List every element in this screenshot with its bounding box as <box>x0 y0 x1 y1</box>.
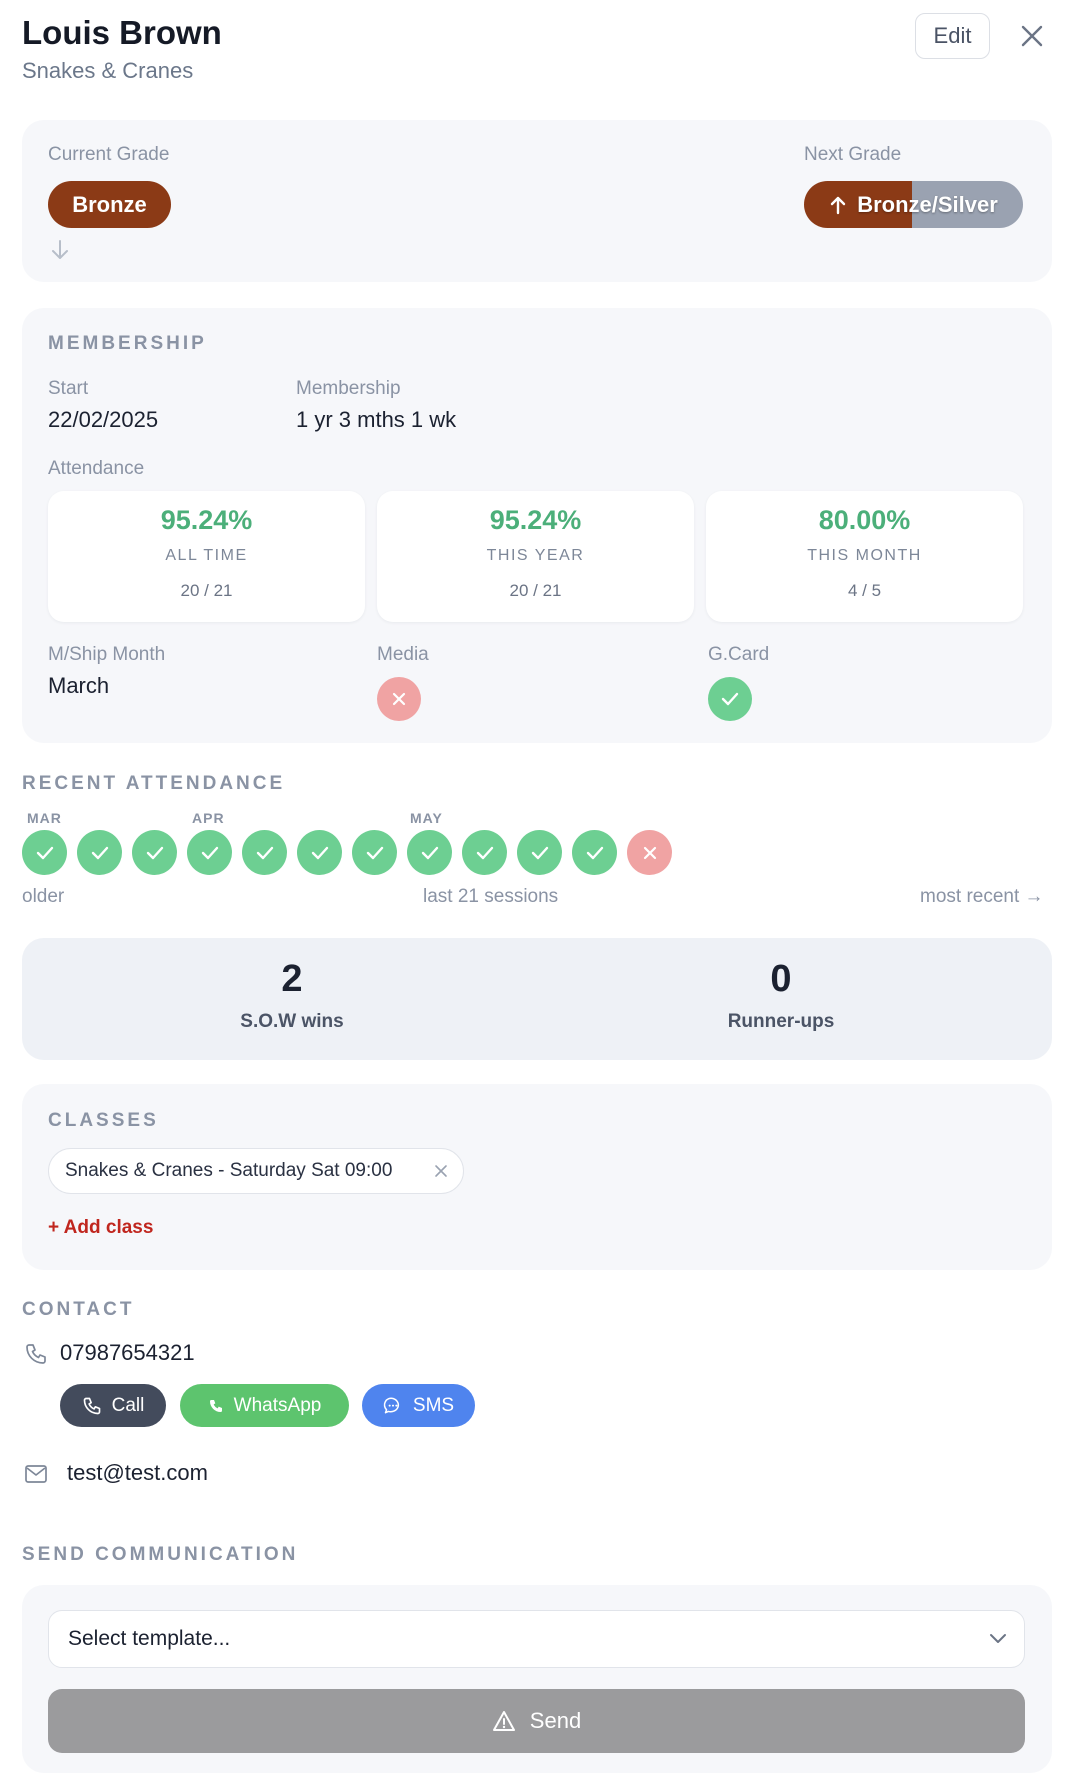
edit-button[interactable]: Edit <box>915 13 990 59</box>
x-icon <box>392 692 406 706</box>
class-chip: Snakes & Cranes - Saturday Sat 09:00 <box>48 1148 464 1194</box>
session-dot-present <box>77 830 122 875</box>
close-icon <box>1021 25 1043 47</box>
attendance-fraction: 20 / 21 <box>180 581 233 600</box>
media-status-toggle[interactable] <box>377 677 421 721</box>
arrow-down-icon <box>52 240 68 259</box>
session-dot-present <box>242 830 287 875</box>
current-grade-badge: Bronze <box>48 181 171 228</box>
membership-length-value: 1 yr 3 mths 1 wk <box>296 407 457 432</box>
member-subtitle: Snakes & Cranes <box>22 58 194 83</box>
warning-icon <box>492 1711 515 1731</box>
add-class-link[interactable]: + Add class <box>48 1217 154 1238</box>
sow-wins-label: S.O.W wins <box>240 1011 344 1032</box>
sms-label: SMS <box>412 1394 455 1416</box>
remove-class-icon[interactable] <box>433 1163 449 1179</box>
attendance-label: Attendance <box>48 458 145 479</box>
send-communication-title: SEND COMMUNICATION <box>22 1544 299 1565</box>
runnerups-label: Runner-ups <box>727 1011 835 1032</box>
whatsapp-icon <box>209 1399 222 1412</box>
attendance-this-month: 80.00% THIS MONTH 4 / 5 <box>706 491 1023 622</box>
classes-title: CLASSES <box>48 1110 159 1131</box>
session-dot-present <box>297 830 342 875</box>
gcard-status-toggle[interactable] <box>708 677 752 721</box>
whatsapp-label: WhatsApp <box>233 1394 322 1416</box>
start-value: 22/02/2025 <box>48 407 159 432</box>
month-label: APR <box>192 810 225 826</box>
mail-icon <box>25 1465 47 1483</box>
member-name: Louis Brown <box>22 14 222 51</box>
runnerups-value: 0 <box>770 958 792 1000</box>
attendance-pct: 95.24% <box>160 505 253 535</box>
sms-button[interactable]: SMS <box>362 1384 475 1427</box>
current-grade-label: Current Grade <box>48 144 170 165</box>
email-address: test@test.com <box>67 1460 208 1485</box>
membership-length-label: Membership <box>296 378 401 399</box>
mship-month-label: M/Ship Month <box>48 644 166 665</box>
media-label: Media <box>377 644 429 665</box>
call-button[interactable]: Call <box>60 1384 166 1427</box>
gcard-label: G.Card <box>708 644 770 665</box>
session-dot-present <box>187 830 232 875</box>
attendance-period: THIS YEAR <box>486 547 585 564</box>
arrow-up-icon <box>830 196 846 214</box>
session-dot-present <box>407 830 452 875</box>
next-grade-button[interactable]: Bronze/Silver <box>804 181 1023 228</box>
attendance-fraction: 4 / 5 <box>847 581 882 600</box>
attendance-pct: 95.24% <box>489 505 582 535</box>
sow-wins-value: 2 <box>281 958 303 1000</box>
demote-arrow[interactable] <box>49 238 71 262</box>
session-dot-present <box>352 830 397 875</box>
session-dot-present <box>462 830 507 875</box>
membership-title: MEMBERSHIP <box>48 333 207 354</box>
phone-number: 07987654321 <box>60 1340 195 1365</box>
template-select[interactable]: Select template... <box>48 1610 1025 1668</box>
sow-card <box>22 938 1052 1060</box>
session-dot-present <box>22 830 67 875</box>
session-dot-present <box>132 830 177 875</box>
attendance-period: THIS MONTH <box>807 547 922 564</box>
attendance-this-year: 95.24% THIS YEAR 20 / 21 <box>377 491 694 622</box>
call-label: Call <box>111 1394 145 1416</box>
start-label: Start <box>48 378 89 399</box>
attendance-pct: 80.00% <box>818 505 911 535</box>
phone-icon <box>83 1397 100 1414</box>
class-chip-label: Snakes & Cranes - Saturday Sat 09:00 <box>65 1160 393 1181</box>
template-select-value: Select template... <box>68 1627 231 1650</box>
send-button[interactable]: Send <box>48 1689 1025 1753</box>
session-dot-absent <box>627 830 672 875</box>
phone-icon <box>26 1344 46 1364</box>
month-label: MAR <box>27 810 62 826</box>
next-grade-value: Bronze/Silver <box>857 191 998 217</box>
sessions-count-label: last 21 sessions <box>423 886 559 907</box>
chevron-down-icon <box>990 1634 1006 1643</box>
check-icon <box>721 692 739 706</box>
attendance-all-time: 95.24% ALL TIME 20 / 21 <box>48 491 365 622</box>
attendance-period: ALL TIME <box>165 547 248 564</box>
mship-month-value: March <box>48 673 110 698</box>
session-dot-present <box>517 830 562 875</box>
send-label: Send <box>529 1708 582 1733</box>
message-icon <box>383 1397 399 1413</box>
contact-title: CONTACT <box>22 1299 135 1320</box>
next-grade-label: Next Grade <box>804 144 902 165</box>
whatsapp-button[interactable]: WhatsApp <box>180 1384 349 1427</box>
older-label: older <box>22 886 65 907</box>
session-dot-present <box>572 830 617 875</box>
attendance-fraction: 20 / 21 <box>509 581 562 600</box>
recent-attendance-title: RECENT ATTENDANCE <box>22 773 286 794</box>
most-recent-label: most recent → <box>920 886 1044 907</box>
month-label: MAY <box>410 810 443 826</box>
close-button[interactable] <box>1016 20 1048 52</box>
